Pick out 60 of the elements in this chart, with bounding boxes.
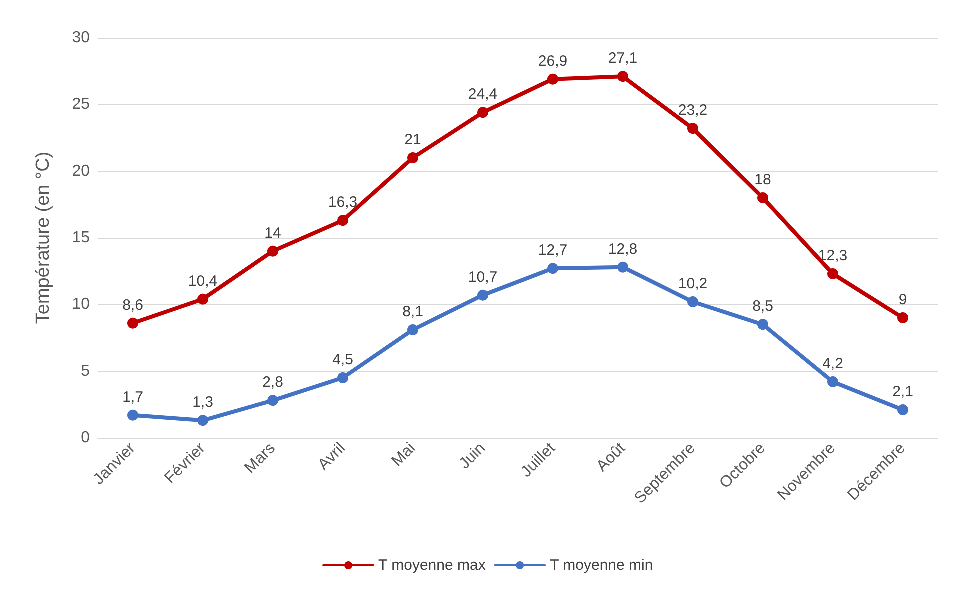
data-label: 2,8 [262,374,284,392]
point [338,372,348,384]
data-label: 16,3 [328,194,358,212]
point [198,294,208,305]
data-label: 12,7 [538,242,568,260]
data-label: 8,1 [402,304,424,320]
point [828,376,838,388]
point [128,410,138,421]
y-tick-label: 30 [72,30,90,46]
data-label: 4,2 [822,356,844,372]
point [548,74,558,85]
y-tick-label: 10 [72,296,90,314]
x-tick-label: Mai [388,440,420,470]
x-tick-label: Juin [456,440,490,473]
data-label: 4,5 [332,352,354,368]
data-label: 8,5 [752,298,774,316]
data-label: 10,7 [468,268,498,286]
data-label: 10,4 [188,272,218,290]
legend-label: T moyenne max [378,557,486,574]
point [758,192,768,204]
legend-label: T moyenne min [550,557,654,574]
point [338,215,348,226]
y-tick-label: 20 [72,162,90,180]
point [618,262,628,273]
y-tick-label: 5 [81,362,90,380]
data-label: 10,2 [678,276,708,292]
point [268,246,278,257]
data-label: 21 [404,132,422,148]
data-label: 1,3 [192,394,214,412]
point [898,312,908,324]
data-label: 12,3 [818,248,848,264]
data-label: 24,4 [468,86,498,104]
y-axis-title: Température (en °C) [33,152,54,324]
data-label: 14 [264,224,282,242]
point [408,152,418,164]
y-tick-label: 25 [72,96,90,114]
data-label: 26,9 [538,52,568,70]
point [548,263,558,274]
data-label: 27,1 [608,50,638,68]
point [688,123,698,134]
point [758,319,768,330]
point [898,404,908,416]
data-label: 12,8 [608,240,638,258]
data-label: 23,2 [678,102,708,120]
data-label: 2,1 [892,384,914,400]
point [618,71,628,82]
data-label: 1,7 [122,388,144,406]
data-label: 18 [754,172,772,188]
y-tick-label: 15 [72,230,90,246]
point [268,395,278,406]
point [688,296,698,308]
point [478,290,488,301]
point [408,324,418,336]
data-label: 9 [898,292,908,308]
point [478,107,488,118]
point [198,415,208,426]
point [128,318,138,329]
data-label: 8,6 [122,296,144,314]
point [828,268,838,280]
y-tick-label: 0 [81,430,90,446]
